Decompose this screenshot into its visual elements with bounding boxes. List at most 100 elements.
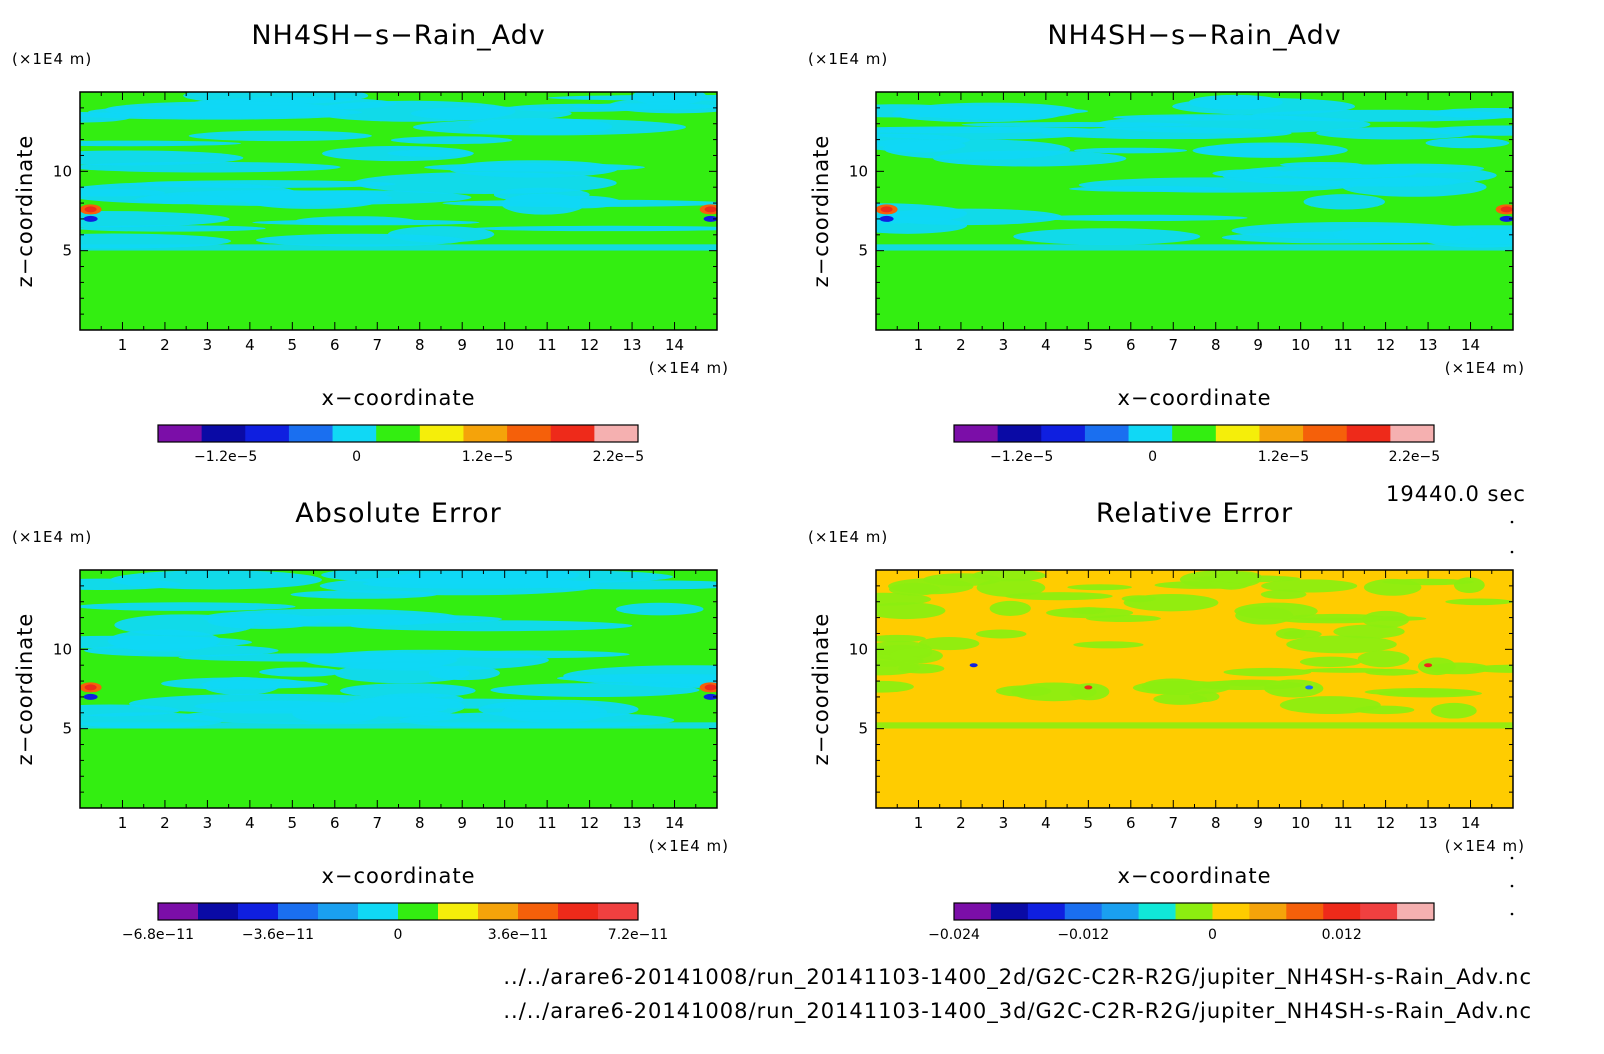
x-tick-label: 7: [372, 814, 382, 832]
y-tick-label: 10: [53, 640, 72, 658]
colorbar-segment: [1303, 425, 1348, 442]
x-tick-label: 1: [914, 814, 924, 832]
x-tick-label: 6: [330, 814, 340, 832]
chart-panel-1: 1 2 3 4 5 6 7 8 9 10 11 12 13 14510NH4SH−s−Rain_Adv(×…: [12, 20, 729, 465]
y-tick-label: 10: [849, 162, 868, 180]
y-unit-label: (×1E4 m): [808, 50, 888, 68]
colorbar-frame: [157, 902, 639, 921]
colorbar-tick-label: −0.012: [1057, 927, 1109, 943]
x-tick-label: 4: [245, 336, 255, 354]
y-tick-label: 10: [849, 640, 868, 658]
colorbar-tick-label: 1.2e−5: [1258, 449, 1310, 465]
colorbar-tick-label: 2.2e−5: [1389, 449, 1441, 465]
x-tick-label: 4: [1041, 814, 1051, 832]
y-axis-label: z−coordinate: [13, 613, 37, 766]
x-tick-label: 12: [580, 814, 599, 832]
y-tick-label: 5: [858, 720, 868, 738]
x-tick-label: 7: [1168, 336, 1178, 354]
colorbar-segment: [1101, 903, 1140, 920]
colorbar-segment: [438, 903, 479, 920]
colorbar-tick-label: 0: [1148, 449, 1157, 465]
colorbar-segment: [1064, 903, 1103, 920]
x-tick-label: 12: [1376, 814, 1395, 832]
colorbar-segment: [1397, 903, 1435, 920]
margin-dot: [1510, 520, 1514, 524]
x-tick-label: 13: [623, 336, 642, 354]
colorbar-segment: [1138, 903, 1177, 920]
x-tick-label: 10: [495, 336, 514, 354]
x-tick-label: 11: [538, 814, 557, 832]
colorbar-segment: [598, 903, 639, 920]
y-unit-label: (×1E4 m): [12, 50, 92, 68]
x-tick-label: 6: [1126, 814, 1136, 832]
panel-title: Absolute Error: [295, 498, 501, 529]
margin-dot: [1510, 550, 1514, 554]
colorbar-frame: [157, 424, 639, 443]
colorbar-segment: [1084, 425, 1130, 442]
colorbar-segment: [1346, 425, 1391, 442]
colorbar-segment: [332, 425, 377, 442]
colorbar-segment: [1041, 425, 1086, 442]
x-tick-label: 9: [1253, 814, 1263, 832]
x-tick-label: 9: [457, 814, 467, 832]
time-label: 19440.0 sec: [1386, 482, 1526, 506]
colorbar-segment: [997, 425, 1042, 442]
colorbar-frame: [953, 902, 1435, 921]
colorbar-segment: [158, 903, 199, 920]
x-tick-label: 2: [956, 336, 966, 354]
colorbar-segment: [1175, 903, 1213, 920]
x-tick-label: 1: [118, 336, 128, 354]
x-tick-label: 7: [372, 336, 382, 354]
x-tick-label: 1: [914, 336, 924, 354]
x-tick-label: 11: [538, 336, 557, 354]
colorbar-tick-label: 0: [394, 927, 403, 943]
x-tick-label: 13: [1419, 814, 1438, 832]
y-unit-label: (×1E4 m): [808, 528, 888, 546]
colorbar-segment: [318, 903, 359, 920]
chart-panel-2: 1 2 3 4 5 6 7 8 9 10 11 12 13 14510NH4SH−s−Rain_Adv(×…: [808, 20, 1525, 465]
x-unit-label: (×1E4 m): [1445, 359, 1525, 377]
x-tick-label: 5: [288, 336, 298, 354]
x-tick-label: 2: [956, 814, 966, 832]
colorbar-tick-label: 0.012: [1322, 927, 1362, 943]
x-axis-label: x−coordinate: [321, 386, 475, 410]
x-tick-label: 8: [1211, 814, 1221, 832]
colorbar-segment: [558, 903, 599, 920]
colorbar-tick-label: −6.8e−11: [122, 927, 194, 943]
x-tick-label: 10: [1291, 336, 1310, 354]
colorbar-tick-label: 0: [1208, 927, 1217, 943]
y-tick-label: 5: [62, 242, 72, 260]
colorbar-segment: [419, 425, 464, 442]
y-axis-label: z−coordinate: [13, 135, 37, 288]
colorbar-tick-label: −3.6e−11: [242, 927, 314, 943]
x-tick-label: 6: [330, 336, 340, 354]
field-structures: [876, 570, 1513, 808]
colorbar-segment: [478, 903, 519, 920]
colorbar-segment: [288, 425, 334, 442]
colorbar-segment: [245, 425, 290, 442]
y-tick-label: 5: [62, 720, 72, 738]
x-tick-label: 14: [1461, 814, 1480, 832]
colorbar-segment: [1360, 903, 1398, 920]
margin-dot: [1510, 912, 1514, 916]
x-tick-label: 10: [1291, 814, 1310, 832]
margin-dot: [1510, 884, 1514, 888]
colorbar-segment: [1390, 425, 1435, 442]
y-axis-label: z−coordinate: [809, 613, 833, 766]
x-tick-label: 6: [1126, 336, 1136, 354]
x-unit-label: (×1E4 m): [649, 359, 729, 377]
colorbar-segment: [1249, 903, 1287, 920]
x-tick-label: 5: [288, 814, 298, 832]
x-axis-label: x−coordinate: [1117, 864, 1271, 888]
colorbar-tick-label: 0: [352, 449, 361, 465]
field-structures: [80, 92, 717, 330]
x-axis-label: x−coordinate: [1117, 386, 1271, 410]
colorbar-frame: [953, 424, 1435, 443]
x-axis-label: x−coordinate: [321, 864, 475, 888]
colorbar-segment: [990, 903, 1029, 920]
colorbar-segment: [1027, 903, 1066, 920]
colorbar-segment: [1172, 425, 1217, 442]
colorbar-segment: [1212, 903, 1250, 920]
